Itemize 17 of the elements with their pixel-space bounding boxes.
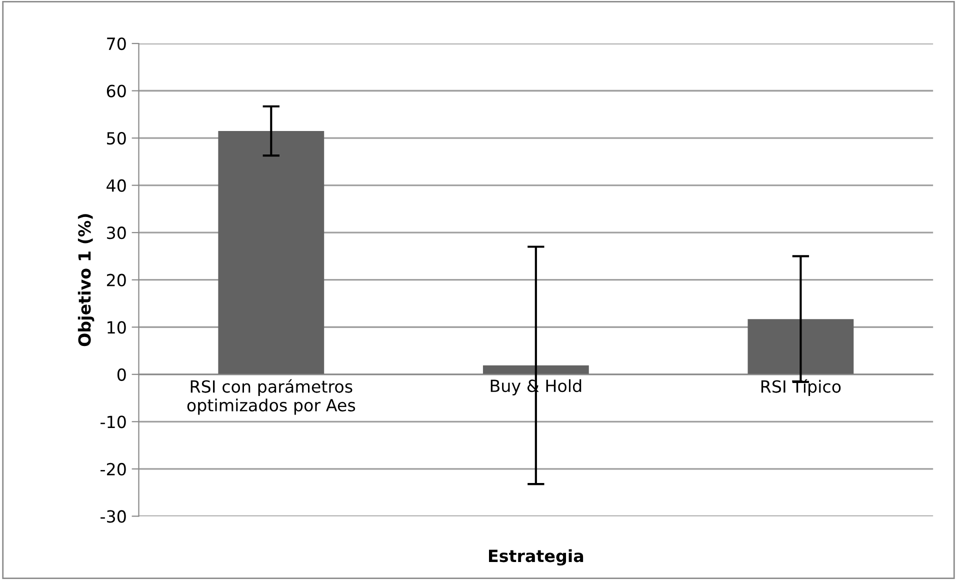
bar	[748, 319, 854, 374]
y-tick-label: 30	[107, 226, 126, 240]
bar	[218, 130, 324, 374]
y-tick-label: 60	[106, 84, 126, 98]
y-tick-label: 10	[108, 321, 126, 334]
y-tick-label: 40	[106, 179, 126, 192]
y-tick-label: 20	[106, 274, 126, 286]
x-axis-title: Estrategia	[489, 549, 584, 566]
y-axis-title: Objetivo 1 (%)	[78, 214, 94, 346]
x-tick-label: RSI con parámetros optimizados por Aes	[187, 379, 356, 415]
y-tick-label: 50	[107, 132, 126, 145]
y-tick-label: 0	[117, 368, 126, 381]
y-tick-label: -20	[100, 462, 126, 476]
bar	[482, 365, 589, 374]
y-tick-label: -30	[100, 510, 126, 523]
y-tick-label: 70	[107, 37, 126, 50]
y-tick-label: -10	[100, 416, 126, 428]
